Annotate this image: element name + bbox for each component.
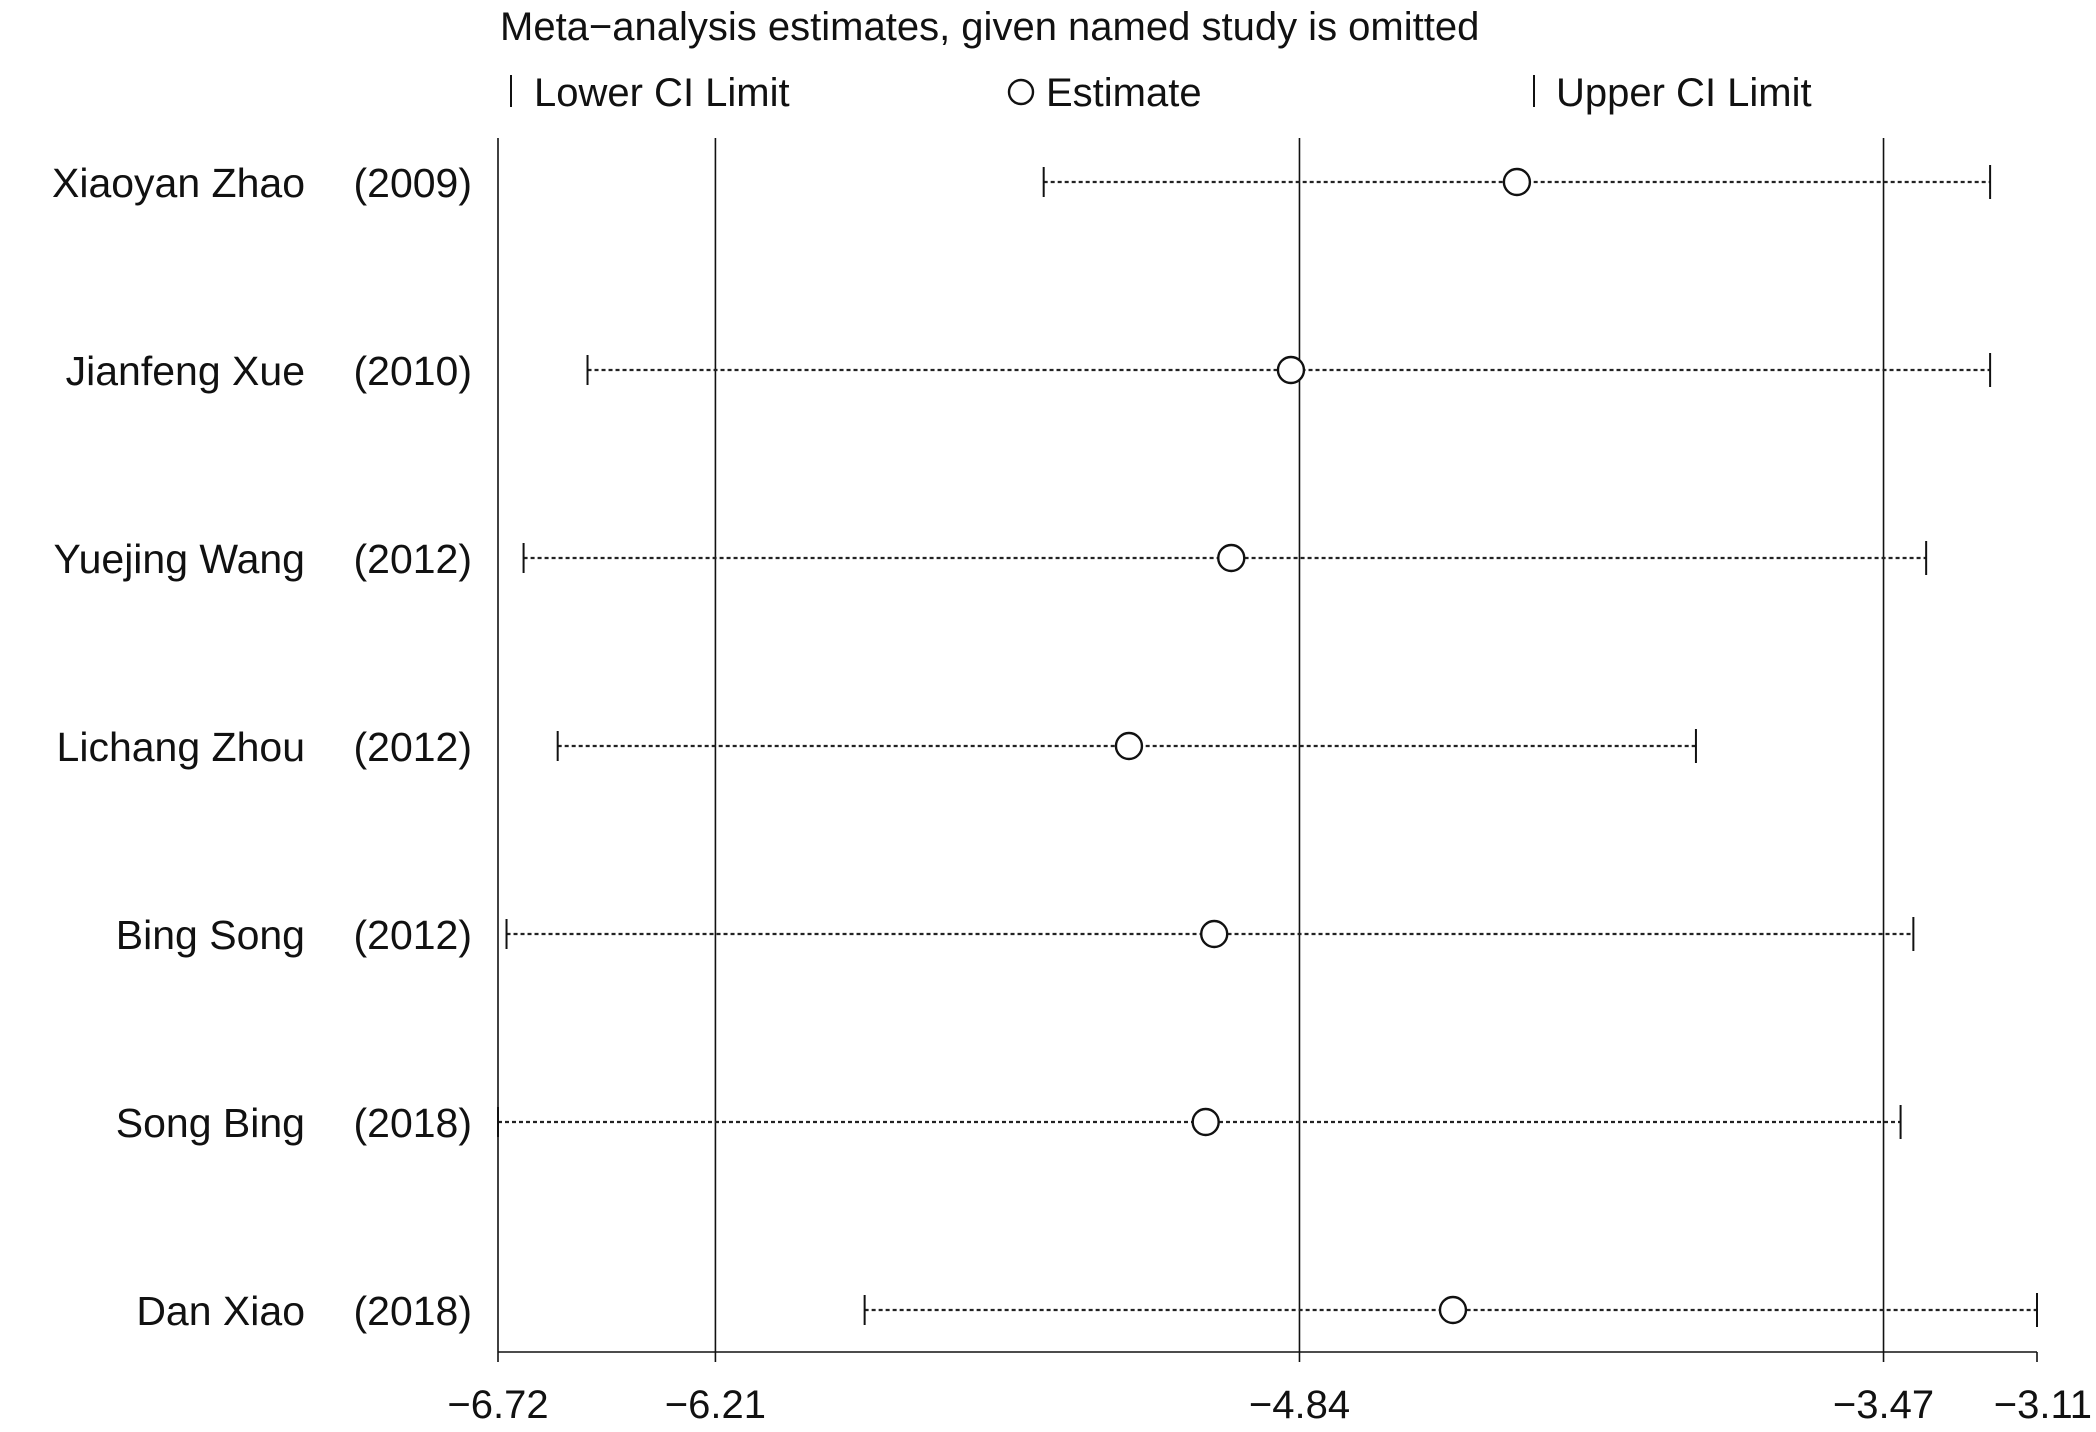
study-row: Jianfeng Xue (2010) (66, 348, 1992, 394)
estimate-marker (1114, 731, 1144, 761)
estimate-marker (1502, 167, 1532, 197)
estimate-marker (1438, 1295, 1468, 1325)
x-tick-label-0: −6.72 (447, 1383, 548, 1427)
x-axis-ticks: −6.72 −6.21 −4.84 −3.47 −3.11 (447, 1352, 2092, 1427)
study-row: Song Bing (2018) (116, 1100, 1902, 1146)
study-year: (2018) (353, 1288, 472, 1334)
study-name: Xiaoyan Zhao (52, 160, 305, 206)
study-name: Yuejing Wang (54, 536, 306, 582)
legend-estimate-label: Estimate (1046, 71, 1202, 115)
legend-upper-label: Upper CI Limit (1556, 71, 1812, 115)
study-row: Yuejing Wang (2012) (54, 536, 1928, 582)
study-year: (2012) (353, 536, 472, 582)
study-name: Lichang Zhou (57, 724, 305, 770)
estimate-marker (1191, 1107, 1220, 1137)
study-rows: Xiaoyan Zhao (2009) Jianfeng Xue (2010) Yuej… (52, 160, 2038, 1334)
x-tick-label-3: −3.47 (1833, 1383, 1934, 1427)
study-year: (2009) (353, 160, 472, 206)
estimate-marker (1276, 355, 1306, 385)
legend-estimate-circle-icon (1007, 78, 1035, 106)
study-name: Bing Song (116, 912, 305, 958)
legend: Lower CI Limit Estimate Upper CI Limit (510, 71, 1812, 115)
study-row: Bing Song (2012) (116, 912, 1915, 958)
estimate-marker (1217, 543, 1246, 573)
x-tick-label-4: −3.11 (1994, 1383, 2092, 1427)
study-name: Jianfeng Xue (66, 348, 305, 394)
x-tick-label-1: −6.21 (665, 1383, 766, 1427)
study-year: (2012) (353, 724, 472, 770)
study-name: Dan Xiao (136, 1288, 305, 1334)
reference-lines (497, 138, 1885, 1352)
study-name: Song Bing (116, 1100, 305, 1146)
x-tick-label-2: −4.84 (1249, 1383, 1350, 1427)
estimate-marker (1200, 919, 1229, 949)
legend-lower-label: Lower CI Limit (534, 71, 790, 115)
study-year: (2012) (353, 912, 472, 958)
study-year: (2018) (353, 1100, 472, 1146)
study-row: Xiaoyan Zhao (2009) (52, 160, 1992, 206)
study-row: Lichang Zhou (2012) (57, 724, 1697, 770)
study-year: (2010) (353, 348, 472, 394)
chart-title: Meta−analysis estimates, given named stu… (500, 5, 1479, 49)
study-row: Dan Xiao (2018) (136, 1288, 2038, 1334)
